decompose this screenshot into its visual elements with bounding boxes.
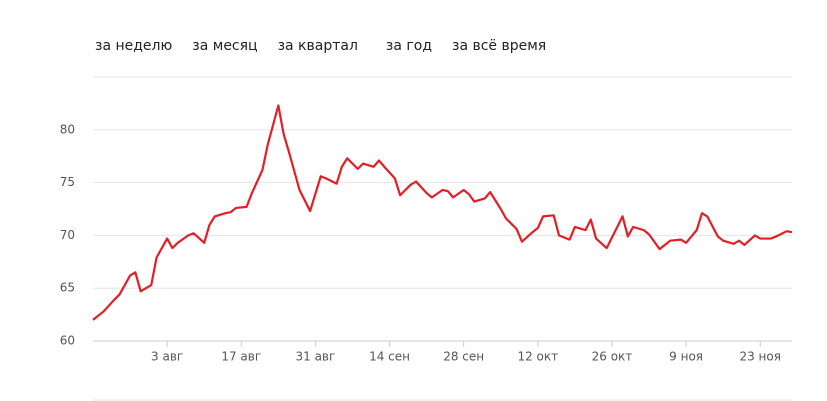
x-tick-label: 26 окт bbox=[592, 350, 633, 364]
x-tick-label: 3 авг bbox=[151, 350, 183, 364]
y-tick-label: 60 bbox=[60, 334, 75, 348]
tab[interactable]: за неделю bbox=[95, 38, 173, 54]
x-tick-label: 14 сен bbox=[369, 350, 410, 364]
tab[interactable]: за год bbox=[385, 38, 432, 54]
period-tabs: за неделю за месяц за квартал за год за … bbox=[95, 38, 566, 54]
x-tick-label: 12 окт bbox=[517, 350, 558, 364]
tab[interactable]: за месяц bbox=[192, 38, 258, 54]
x-tick-label: 31 авг bbox=[295, 350, 335, 364]
x-tick-label: 23 ноя bbox=[739, 350, 781, 364]
x-tick-label: 9 ноя bbox=[669, 350, 703, 364]
series-line bbox=[92, 104, 793, 321]
tab[interactable]: за квартал bbox=[277, 38, 358, 54]
tab[interactable]: за всё время bbox=[452, 38, 547, 54]
x-tick-label: 17 авг bbox=[221, 350, 261, 364]
x-tick-label: 28 сен bbox=[443, 350, 484, 364]
y-tick-label: 75 bbox=[60, 175, 75, 189]
y-tick-label: 80 bbox=[60, 122, 75, 136]
y-tick-label: 65 bbox=[60, 281, 75, 295]
y-tick-label: 70 bbox=[60, 228, 75, 242]
